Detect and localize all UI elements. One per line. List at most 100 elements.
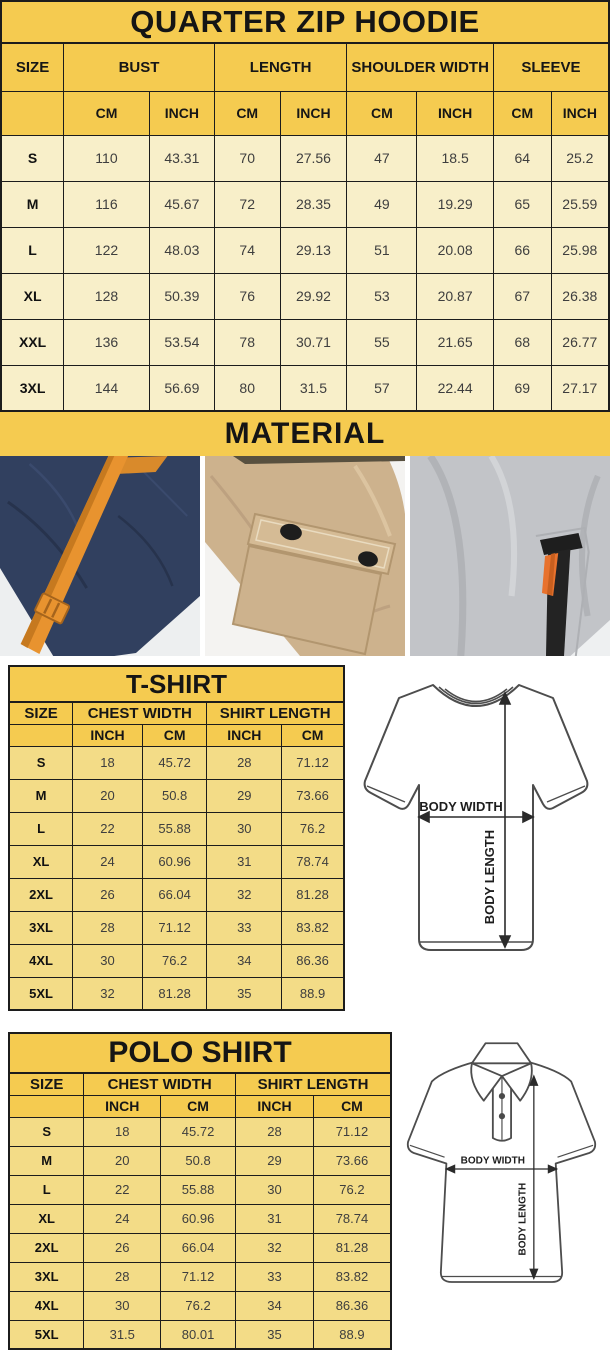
- value-cell: 48.03: [148, 226, 215, 274]
- value-cell: 67: [492, 272, 552, 320]
- value-cell: 68: [492, 318, 552, 366]
- tshirt-table-wrap: T-SHIRT SIZE CHEST WIDTH SHIRT LENGTH IN…: [8, 665, 345, 1011]
- table-row: L 22 55.88 30 76.2: [8, 1174, 392, 1205]
- unit-cell: CM: [160, 1094, 236, 1118]
- value-cell: 55.88: [141, 811, 208, 846]
- tshirt-size-table: SIZE CHEST WIDTH SHIRT LENGTH INCH CM IN…: [8, 701, 345, 1011]
- value-cell: 83.82: [312, 1261, 392, 1292]
- empty-cell: [8, 723, 74, 747]
- polo-body-length-label: BODY LENGTH: [517, 1183, 528, 1256]
- value-cell: 71.12: [312, 1116, 392, 1147]
- polo-unit-header-row: INCH CM INCH CM: [8, 1094, 392, 1118]
- size-label-cell: 2XL: [8, 877, 74, 912]
- hoodie-title: QUARTER ZIP HOODIE: [0, 0, 610, 42]
- value-cell: 110: [63, 134, 150, 182]
- polo-table-body: S 18 45.72 28 71.12 M 20 50.8 29 73.66 L 22 55.88 30 7…: [8, 1116, 392, 1350]
- value-cell: 24: [72, 844, 143, 879]
- value-cell: 19.29: [416, 180, 494, 228]
- polo-section: POLO SHIRT SIZE CHEST WIDTH SHIRT LENGTH…: [0, 1022, 610, 1350]
- unit-cell: CM: [312, 1094, 392, 1118]
- empty-cell: [0, 90, 65, 136]
- value-cell: 64: [492, 134, 552, 182]
- value-cell: 71.12: [160, 1261, 236, 1292]
- value-cell: 29.13: [279, 226, 348, 274]
- photo-khaki-snap-flap-pocket: [205, 456, 405, 656]
- value-cell: 29: [235, 1145, 314, 1176]
- value-cell: 66.04: [160, 1232, 236, 1263]
- value-cell: 28.35: [279, 180, 348, 228]
- value-cell: 45.67: [148, 180, 215, 228]
- value-cell: 20.87: [416, 272, 494, 320]
- unit-cell: INCH: [83, 1094, 162, 1118]
- value-cell: 122: [63, 226, 150, 274]
- size-label-cell: XL: [0, 272, 65, 320]
- value-cell: 73.66: [312, 1145, 392, 1176]
- value-cell: 21.65: [416, 318, 494, 366]
- hoodie-table-body: S 110 43.31 70 27.56 47 18.5 64 25.2 M 116 45.67 72 2…: [0, 134, 610, 412]
- unit-cell: INCH: [235, 1094, 314, 1118]
- unit-cell: CM: [346, 90, 418, 136]
- col-size: SIZE: [8, 701, 74, 725]
- table-row: 3XL 144 56.69 80 31.5 57 22.44 69 27.17: [0, 364, 610, 412]
- hoodie-group-header-row: SIZE BUST LENGTH SHOULDER WIDTH SLEEVE: [0, 42, 610, 92]
- value-cell: 31.5: [279, 364, 348, 412]
- photo-gray-fleece-zip-pocket: [410, 456, 610, 656]
- polo-measurement-diagram: BODY WIDTH BODY LENGTH: [406, 1042, 596, 1283]
- tshirt-group-header-row: SIZE CHEST WIDTH SHIRT LENGTH: [8, 701, 345, 725]
- value-cell: 34: [235, 1290, 314, 1321]
- value-cell: 26: [83, 1232, 162, 1263]
- table-row: L 22 55.88 30 76.2: [8, 811, 345, 846]
- table-row: 3XL 28 71.12 33 83.82: [8, 910, 345, 945]
- size-label-cell: S: [8, 1116, 85, 1147]
- value-cell: 53: [346, 272, 418, 320]
- value-cell: 70: [213, 134, 281, 182]
- unit-cell: CM: [63, 90, 150, 136]
- value-cell: 30.71: [279, 318, 348, 366]
- size-label-cell: L: [8, 1174, 85, 1205]
- value-cell: 72: [213, 180, 281, 228]
- polo-size-table: SIZE CHEST WIDTH SHIRT LENGTH INCH CM IN…: [8, 1072, 392, 1350]
- size-label-cell: S: [8, 745, 74, 780]
- value-cell: 76.2: [160, 1290, 236, 1321]
- table-row: XL 128 50.39 76 29.92 53 20.87 67 26.38: [0, 272, 610, 320]
- col-shoulder-width: SHOULDER WIDTH: [346, 42, 494, 92]
- value-cell: 30: [72, 943, 143, 978]
- value-cell: 50.8: [160, 1145, 236, 1176]
- value-cell: 73.66: [281, 778, 345, 813]
- khaki-fabric-image: [205, 456, 405, 656]
- value-cell: 80.01: [160, 1319, 236, 1350]
- unit-cell: CM: [213, 90, 281, 136]
- size-label-cell: 3XL: [8, 1261, 85, 1292]
- value-cell: 20: [83, 1145, 162, 1176]
- polo-diagram-col: BODY WIDTH BODY LENGTH: [392, 1032, 610, 1306]
- value-cell: 26.38: [550, 272, 610, 320]
- col-chest-width: CHEST WIDTH: [72, 701, 208, 725]
- tshirt-measurement-diagram: BODY WIDTH BODY LENGTH: [363, 684, 588, 951]
- value-cell: 76: [213, 272, 281, 320]
- value-cell: 53.54: [148, 318, 215, 366]
- value-cell: 28: [83, 1261, 162, 1292]
- value-cell: 86.36: [281, 943, 345, 978]
- value-cell: 28: [206, 745, 283, 780]
- tshirt-body-width-label: BODY WIDTH: [419, 799, 503, 814]
- table-row: 2XL 26 66.04 32 81.28: [8, 1232, 392, 1263]
- value-cell: 57: [346, 364, 418, 412]
- value-cell: 78: [213, 318, 281, 366]
- value-cell: 20.08: [416, 226, 494, 274]
- col-sleeve: SLEEVE: [492, 42, 610, 92]
- col-chest-width: CHEST WIDTH: [83, 1072, 236, 1096]
- value-cell: 76.2: [281, 811, 345, 846]
- size-label-cell: XL: [8, 1203, 85, 1234]
- size-label-cell: M: [8, 778, 74, 813]
- value-cell: 78.74: [281, 844, 345, 879]
- value-cell: 66.04: [141, 877, 208, 912]
- hoodie-unit-header-row: CM INCH CM INCH CM INCH CM INCH: [0, 90, 610, 136]
- value-cell: 22: [72, 811, 143, 846]
- size-label-cell: M: [0, 180, 65, 228]
- value-cell: 60.96: [141, 844, 208, 879]
- table-row: S 18 45.72 28 71.12: [8, 1116, 392, 1147]
- tshirt-unit-header-row: INCH CM INCH CM: [8, 723, 345, 747]
- value-cell: 27.56: [279, 134, 348, 182]
- size-label-cell: M: [8, 1145, 85, 1176]
